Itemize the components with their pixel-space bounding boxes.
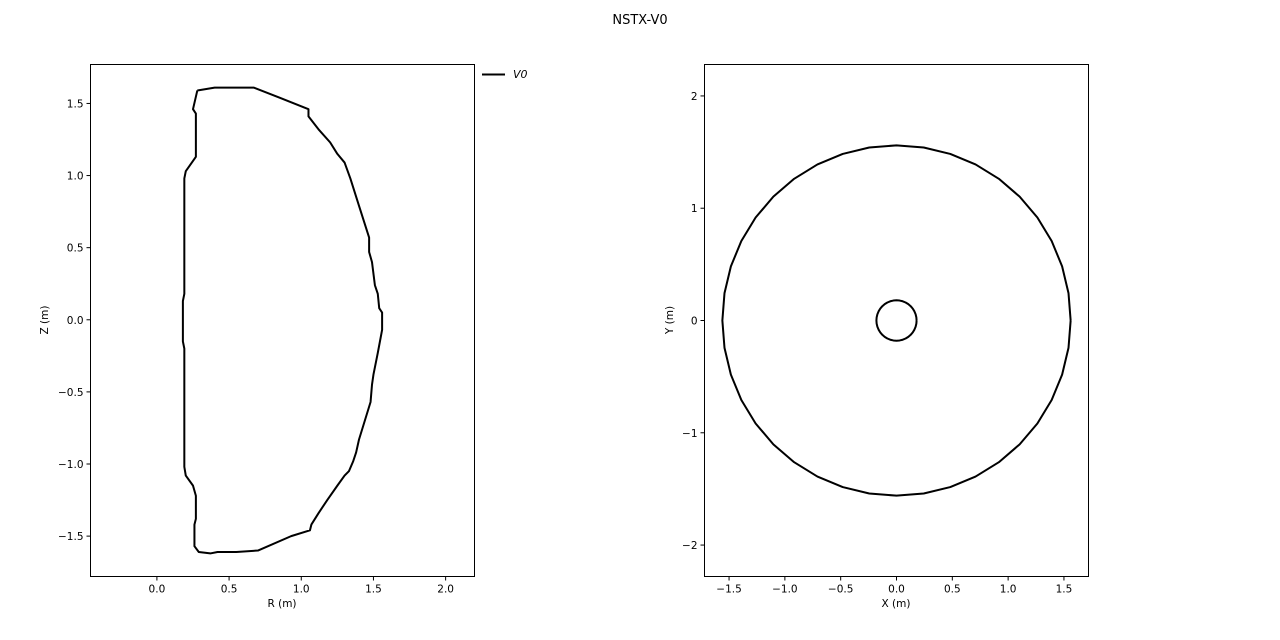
right-y-tick: 0 [691,316,705,328]
left-y-axis-label: Z (m) [39,306,51,335]
left-y-tick-label: −0.5 [58,387,84,399]
left-y-tick-label: 1.5 [67,98,84,110]
right-y-tick-label: 2 [691,91,698,103]
legend-label-v0: V0 [513,68,528,81]
left-y-tick: 0.0 [67,315,91,327]
right-x-tick: 1.0 [1000,576,1017,596]
right-x-tick: 0.0 [888,576,905,596]
legend: V0 [482,68,528,81]
left-x-tick-label: 1.0 [293,584,310,596]
right-y-tick: 2 [691,91,705,103]
figure-title: NSTX-V0 [612,13,667,28]
right-series [721,144,1072,497]
right-x-tick-label: −1.5 [716,584,742,596]
left-x-tick: 2.0 [437,576,454,596]
left-x-tick: 0.0 [149,576,166,596]
right-x-tick-label: 1.5 [1056,584,1073,596]
right-x-tick-label: 0.5 [944,584,961,596]
right-x-tick: −1.5 [716,576,742,596]
right-y-tick: −2 [682,540,705,552]
right-x-tick-label: 0.0 [888,584,905,596]
right-x-tick: −0.5 [828,576,854,596]
left-x-tick-label: 0.5 [221,584,238,596]
left-y-tick: 1.0 [67,171,91,183]
left-y-tick-label: −1.0 [58,459,84,471]
left-axes-frame [90,64,475,577]
right-x-tick: 0.5 [944,576,961,596]
left-x-tick-label: 1.5 [365,584,382,596]
left-x-tick-label: 2.0 [437,584,454,596]
left-y-tick-label: 0.5 [67,243,84,255]
left-y-tick: −0.5 [58,387,91,399]
left-y-tick: 0.5 [67,243,91,255]
series-line-v0 [181,86,384,555]
left-y-tick-label: −1.5 [58,531,84,543]
right-x-tick-label: 1.0 [1000,584,1017,596]
left-y-tick-label: 0.0 [67,315,84,327]
right-y-tick-label: −1 [682,428,697,440]
left-y-tick: −1.0 [58,459,91,471]
left-axes: 0.0 0.5 1.0 1.5 2.0 −1.5 −1.0 −0.5 0.0 0.5 1.0 1.5… [39,64,528,610]
left-series [181,86,384,555]
inner-circle [875,299,918,342]
left-x-ticks: 0.0 0.5 1.0 1.5 2.0 [149,576,454,596]
right-x-tick: −1.0 [772,576,798,596]
right-axes-frame [704,64,1089,577]
outer-circle [721,144,1072,497]
right-x-tick: 1.5 [1056,576,1073,596]
right-y-tick: 1 [691,203,705,215]
left-x-axis-label: R (m) [267,598,296,610]
left-x-tick: 1.0 [293,576,310,596]
right-y-tick-label: 1 [691,203,698,215]
left-y-tick: 1.5 [67,98,91,110]
left-y-tick: −1.5 [58,531,91,543]
right-x-tick-label: −0.5 [828,584,854,596]
right-axes: −1.5 −1.0 −0.5 0.0 0.5 1.0 1.5 −2 −1 0 1 2 X (m) Y… [664,64,1089,610]
right-y-ticks: −2 −1 0 1 2 [682,91,705,552]
right-y-tick: −1 [682,428,705,440]
left-x-tick: 0.5 [221,576,238,596]
left-y-tick-label: 1.0 [67,171,84,183]
right-y-axis-label: Y (m) [664,306,676,335]
right-x-ticks: −1.5 −1.0 −0.5 0.0 0.5 1.0 1.5 [716,576,1073,596]
right-x-axis-label: X (m) [882,598,911,610]
left-y-ticks: −1.5 −1.0 −0.5 0.0 0.5 1.0 1.5 [58,98,91,543]
left-x-tick: 1.5 [365,576,382,596]
right-y-tick-label: 0 [691,316,698,328]
right-x-tick-label: −1.0 [772,584,798,596]
right-y-tick-label: −2 [682,540,697,552]
left-x-tick-label: 0.0 [149,584,166,596]
